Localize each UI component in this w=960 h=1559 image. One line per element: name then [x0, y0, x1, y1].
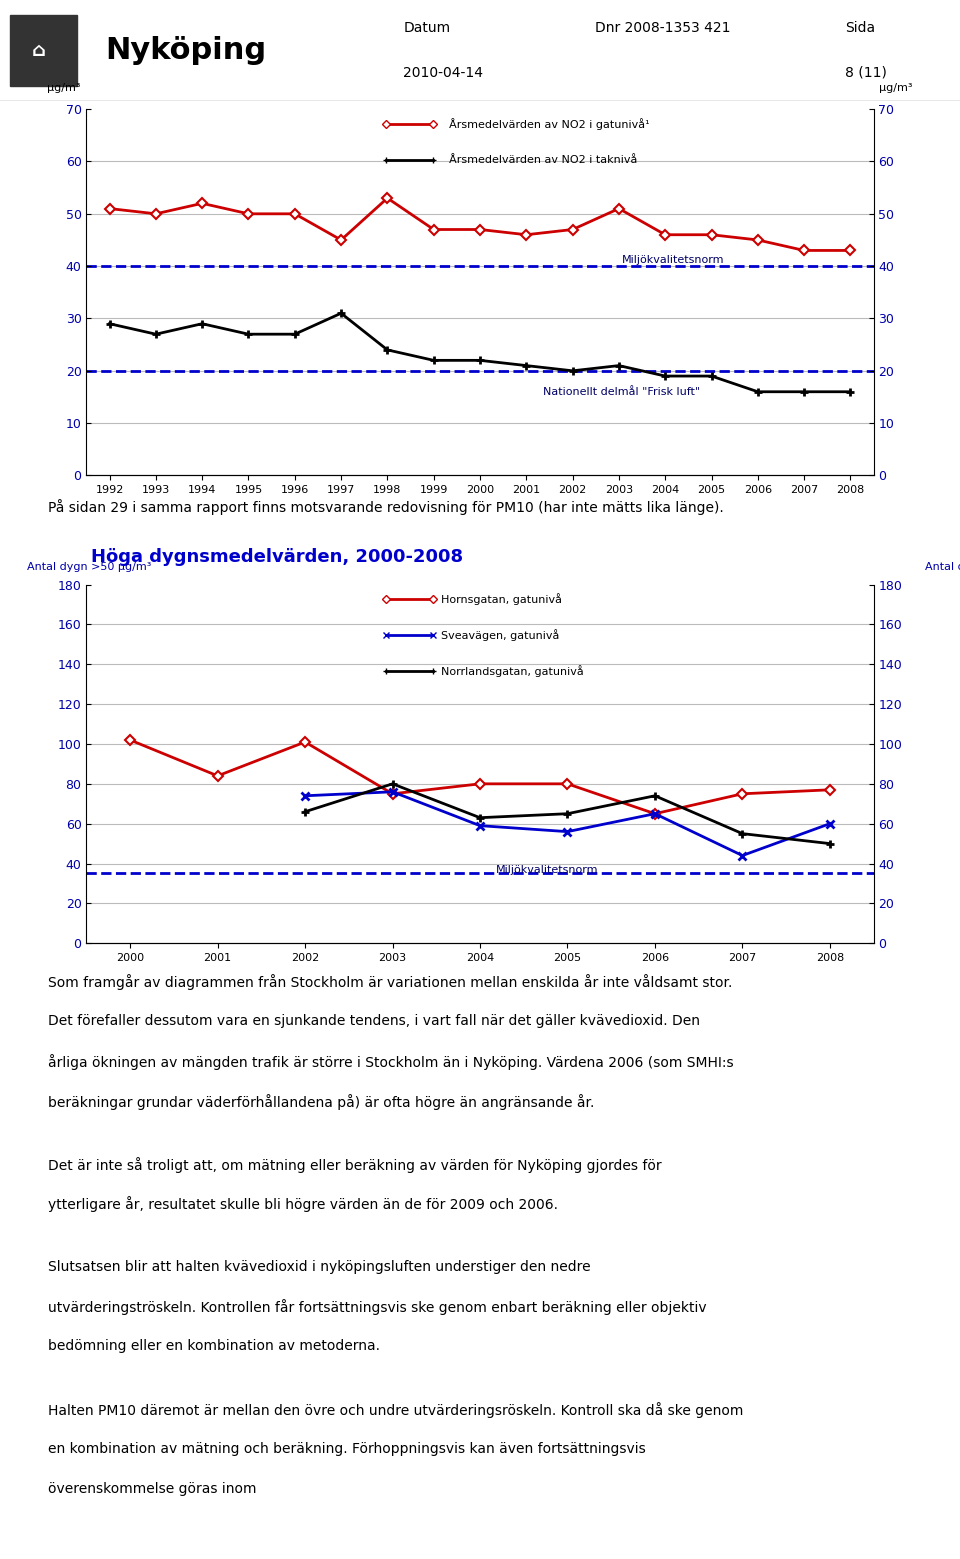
Text: Som framgår av diagrammen från Stockholm är variationen mellan enskilda år inte : Som framgår av diagrammen från Stockholm… — [48, 974, 732, 990]
Text: Hornsgatan, gatunivå: Hornsgatan, gatunivå — [441, 592, 562, 605]
Text: Datum: Datum — [403, 22, 450, 36]
Text: På sidan 29 i samma rapport finns motsvarande redovisning för PM10 (har inte mät: På sidan 29 i samma rapport finns motsva… — [48, 499, 724, 514]
Bar — [10, 16, 77, 86]
Text: Sveavägen, gatunivå: Sveavägen, gatunivå — [441, 628, 559, 641]
Text: Det är inte så troligt att, om mätning eller beräkning av värden för Nyköping gj: Det är inte så troligt att, om mätning e… — [48, 1157, 661, 1172]
Text: Årsmedelvärden av NO2 i taknivå: Årsmedelvärden av NO2 i taknivå — [448, 156, 636, 165]
Text: Dnr 2008-1353 421: Dnr 2008-1353 421 — [595, 22, 731, 36]
Text: Det förefaller dessutom vara en sjunkande tendens, i vart fall när det gäller kv: Det förefaller dessutom vara en sjunkand… — [48, 1015, 700, 1027]
Text: Halten PM10 däremot är mellan den övre och undre utvärderingsröskeln. Kontroll s: Halten PM10 däremot är mellan den övre o… — [48, 1403, 743, 1419]
Text: Norrlandsgatan, gatunivå: Norrlandsgatan, gatunivå — [441, 664, 584, 677]
Text: Antal dygn >50 µg/m³: Antal dygn >50 µg/m³ — [27, 563, 152, 572]
Text: µg/m³: µg/m³ — [47, 83, 81, 94]
Text: µg/m³: µg/m³ — [879, 83, 913, 94]
Text: 2010-04-14: 2010-04-14 — [403, 65, 483, 80]
Text: överenskommelse göras inom: överenskommelse göras inom — [48, 1483, 256, 1495]
Text: Miljökvalitetsnorm: Miljökvalitetsnorm — [622, 256, 724, 265]
Text: Slutsatsen blir att halten kvävedioxid i nyköpingsluften understiger den nedre: Slutsatsen blir att halten kvävedioxid i… — [48, 1260, 590, 1274]
Text: utvärderingströskeln. Kontrollen får fortsättningsvis ske genom enbart beräkning: utvärderingströskeln. Kontrollen får for… — [48, 1300, 707, 1316]
Text: Nationellt delmål "Frisk luft": Nationellt delmål "Frisk luft" — [543, 387, 700, 398]
Text: beräkningar grundar väderförhållandena på) är ofta högre än angränsande år.: beräkningar grundar väderförhållandena p… — [48, 1094, 594, 1110]
Text: bedömning eller en kombination av metoderna.: bedömning eller en kombination av metode… — [48, 1339, 380, 1353]
Text: årliga ökningen av mängden trafik är större i Stockholm än i Nyköping. Värdena 2: årliga ökningen av mängden trafik är stö… — [48, 1054, 733, 1069]
Text: Sida: Sida — [845, 22, 875, 36]
Text: ⌂: ⌂ — [32, 41, 45, 61]
Text: ytterligare år, resultatet skulle bli högre värden än de för 2009 och 2006.: ytterligare år, resultatet skulle bli hö… — [48, 1197, 558, 1213]
Text: Antal dygn >50 µg/m³: Antal dygn >50 µg/m³ — [924, 563, 960, 572]
Text: Nyköping: Nyköping — [106, 36, 267, 65]
Text: 8 (11): 8 (11) — [845, 65, 887, 80]
Text: en kombination av mätning och beräkning. Förhoppningsvis kan även fortsättningsv: en kombination av mätning och beräkning.… — [48, 1442, 646, 1456]
Text: Höga dygnsmedelvärden, 2000-2008: Höga dygnsmedelvärden, 2000-2008 — [91, 549, 464, 566]
Text: Årsmedelvärden av NO2 i gatunivå¹: Årsmedelvärden av NO2 i gatunivå¹ — [448, 118, 649, 129]
Text: Miljökvalitetsnorm: Miljökvalitetsnorm — [495, 865, 598, 875]
